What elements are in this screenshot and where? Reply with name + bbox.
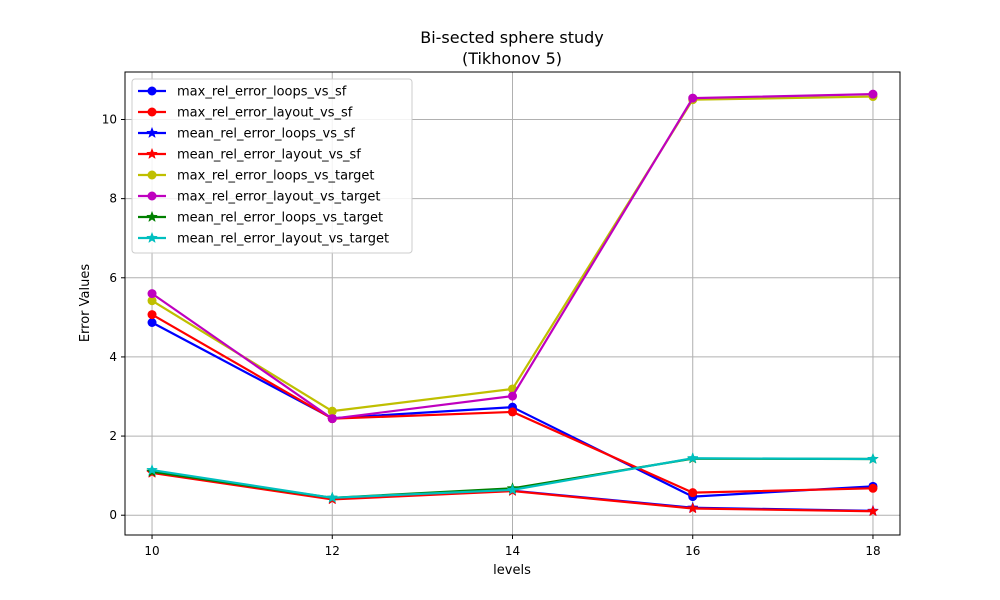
legend-item: max_rel_error_layout_vs_target <box>138 190 381 205</box>
y-tick-label: 10 <box>102 112 117 126</box>
x-tick-label: 14 <box>505 544 520 558</box>
data-point <box>327 414 337 424</box>
legend-marker <box>147 107 157 117</box>
data-point <box>147 296 157 306</box>
legend-marker <box>146 147 158 160</box>
legend-item: mean_rel_error_loops_vs_sf <box>138 127 355 142</box>
legend-label: mean_rel_error_loops_vs_sf <box>177 127 355 142</box>
data-point <box>146 463 158 476</box>
x-tick-label: 10 <box>144 544 159 558</box>
legend-marker <box>147 191 157 201</box>
legend-marker <box>146 231 158 244</box>
data-point <box>147 317 157 327</box>
legend-item: max_rel_error_loops_vs_target <box>138 169 375 184</box>
x-tick-label: 18 <box>865 544 880 558</box>
legend-item: max_rel_error_layout_vs_sf <box>138 106 353 121</box>
axis-ticks: 10 12 14 16 18 0 2 4 6 8 10 <box>102 112 881 558</box>
legend-label: max_rel_error_layout_vs_sf <box>177 106 353 121</box>
data-point <box>868 89 878 99</box>
legend-item: mean_rel_error_loops_vs_target <box>138 211 383 226</box>
legend-label: mean_rel_error_loops_vs_target <box>177 211 383 226</box>
data-point <box>506 483 519 495</box>
legend-label: mean_rel_error_layout_vs_target <box>177 232 389 247</box>
data-point <box>508 391 517 401</box>
legend-box <box>131 78 413 254</box>
data-point <box>688 488 698 498</box>
legend: max_rel_error_loops_vs_sf max_rel_error_l… <box>131 78 413 254</box>
y-tick-label: 4 <box>109 350 117 364</box>
data-point <box>868 483 878 493</box>
y-tick-label: 6 <box>109 271 117 285</box>
chart-title: Bi-sected sphere study <box>420 28 604 47</box>
data-point <box>688 93 698 103</box>
legend-label: max_rel_error_layout_vs_target <box>177 190 381 205</box>
x-axis-label: levels <box>493 563 531 578</box>
legend-marker <box>146 210 158 223</box>
x-tick-label: 12 <box>325 544 340 558</box>
data-point <box>326 491 339 503</box>
legend-label: max_rel_error_loops_vs_target <box>177 169 375 184</box>
series-lines <box>146 89 879 517</box>
y-axis-label: Error Values <box>78 264 93 343</box>
y-tick-label: 0 <box>109 508 117 522</box>
x-tick-label: 16 <box>685 544 700 558</box>
legend-marker <box>147 86 157 96</box>
legend-label: mean_rel_error_layout_vs_sf <box>177 148 361 163</box>
data-point <box>686 502 699 514</box>
y-tick-label: 8 <box>109 192 117 206</box>
data-point <box>508 407 517 417</box>
legend-marker <box>147 170 157 180</box>
legend-marker <box>146 126 158 139</box>
legend-item: mean_rel_error_layout_vs_sf <box>138 148 361 163</box>
series-mean_rel_error_layout_vs_target <box>146 452 879 503</box>
data-point <box>327 406 337 416</box>
series-max_rel_error_layout_vs_target <box>147 89 878 424</box>
data-point <box>867 505 879 517</box>
data-point <box>147 289 157 299</box>
data-point <box>147 310 157 320</box>
y-tick-label: 2 <box>109 429 117 443</box>
data-point <box>686 452 699 464</box>
chart-subtitle: (Tikhonov 5) <box>462 49 562 68</box>
grid-lines <box>125 72 900 535</box>
legend-item: mean_rel_error_layout_vs_target <box>138 232 389 247</box>
legend-item: max_rel_error_loops_vs_sf <box>138 85 347 100</box>
data-point <box>867 452 879 465</box>
legend-label: max_rel_error_loops_vs_sf <box>177 85 347 100</box>
